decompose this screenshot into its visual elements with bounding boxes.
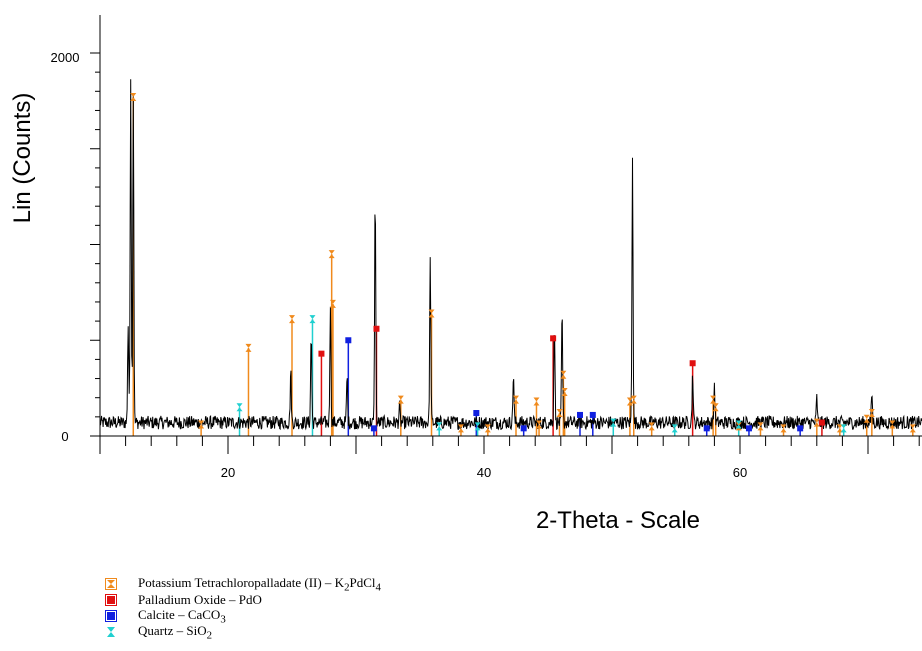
hourglass-marker (474, 422, 481, 431)
square-marker (520, 425, 527, 432)
legend: Potassium Tetrachloropalladate (II) – K2… (104, 574, 381, 642)
square-marker (577, 411, 583, 418)
square-marker (703, 425, 710, 432)
hourglass-marker (780, 424, 787, 433)
diffraction-pattern-line (99, 79, 922, 431)
hourglass-marker (813, 418, 820, 427)
legend-label: Potassium Tetrachloropalladate (II) – K2… (138, 574, 381, 594)
legend-item: Quartz – SiO2 (104, 622, 381, 642)
legend-item: Calcite – CaCO3 (104, 606, 381, 626)
x-axis-title: 2-Theta - Scale (536, 507, 700, 534)
x-tick-label-40: 40 (477, 465, 491, 480)
square-marker (797, 425, 804, 432)
hourglass-marker-icon (104, 577, 120, 591)
hourglass-marker (130, 93, 137, 102)
legend-label: Palladium Oxide – PdO (138, 592, 262, 607)
square-marker (550, 335, 557, 342)
hourglass-marker (289, 315, 295, 324)
hourglass-marker (868, 409, 875, 418)
reference-markers-layer (130, 93, 916, 433)
hourglass-marker (889, 420, 896, 429)
hourglass-marker (533, 397, 540, 406)
y-tick-label-0: 0 (61, 429, 68, 444)
hourglass-marker (610, 418, 617, 427)
hourglass-marker (484, 424, 491, 433)
square-marker-icon (104, 593, 120, 607)
hourglass-marker (329, 299, 336, 308)
hourglass-marker (309, 315, 316, 324)
hourglass-marker (198, 420, 205, 429)
hourglass-marker (397, 395, 404, 404)
hourglass-marker (630, 395, 637, 404)
square-marker-icon (104, 609, 120, 623)
hourglass-marker (328, 250, 335, 259)
hourglass-marker (757, 422, 764, 431)
hourglass-marker (648, 422, 655, 431)
square-marker (745, 425, 752, 432)
square-marker (473, 410, 480, 417)
square-marker (318, 350, 325, 357)
hourglass-marker (710, 395, 717, 404)
x-tick-label-20: 20 (221, 465, 235, 480)
axes (99, 15, 922, 437)
diffraction-pattern-layer (99, 79, 922, 431)
hourglass-marker (909, 424, 916, 433)
reference-sticks-layer (132, 97, 914, 436)
legend-label: Quartz – SiO2 (138, 622, 213, 642)
legend-label: Calcite – CaCO3 (138, 606, 226, 626)
hourglass-marker (840, 424, 847, 433)
hourglass-marker (513, 395, 519, 404)
hourglass-marker (428, 309, 435, 318)
hourglass-marker (236, 403, 243, 412)
square-marker (589, 411, 596, 418)
hourglass-marker (457, 424, 464, 433)
square-marker (345, 337, 352, 344)
hourglass-marker (712, 403, 719, 412)
hourglass-marker (561, 387, 568, 396)
axis-ticks (90, 52, 920, 454)
legend-item: Palladium Oxide – PdO (104, 592, 381, 608)
y-tick-label-2000: 2000 (51, 50, 80, 65)
hourglass-marker (863, 414, 870, 423)
y-axis-title: Lin (Counts) (9, 93, 36, 224)
hourglass-marker (560, 370, 567, 379)
hourglass-marker (735, 420, 742, 429)
square-marker (370, 425, 377, 432)
legend-item: Potassium Tetrachloropalladate (II) – K2… (104, 574, 381, 594)
x-tick-label-60: 60 (733, 465, 747, 480)
square-marker (689, 360, 696, 367)
hourglass-marker (245, 343, 252, 352)
hourglass-marker (536, 420, 543, 429)
hourglass-marker (671, 424, 678, 433)
hourglass-marker (556, 409, 563, 418)
hourglass-marker (836, 424, 843, 433)
square-marker (373, 325, 380, 332)
hourglass-marker (436, 422, 443, 431)
square-marker (818, 419, 825, 426)
hourglass-marker-icon (104, 625, 120, 639)
